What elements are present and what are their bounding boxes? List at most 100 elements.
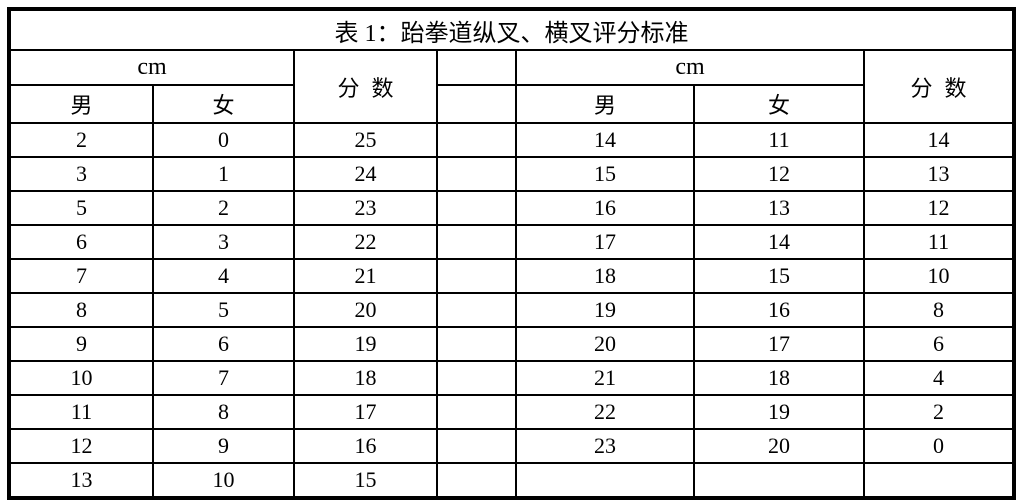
right-score-cell: 11 xyxy=(862,224,1016,260)
left-score-cell: 18 xyxy=(293,360,438,396)
left-male-cell: 12 xyxy=(8,428,154,464)
spacer-cell xyxy=(436,224,517,260)
left-female-header: 女 xyxy=(152,84,295,124)
table-row: 3 1 24 15 12 13 xyxy=(8,156,1016,192)
left-male-cell: 6 xyxy=(8,224,154,260)
left-female-cell: 7 xyxy=(152,360,295,396)
left-female-cell: 2 xyxy=(152,190,295,226)
right-score-cell: 2 xyxy=(862,394,1016,430)
table-row: 13 10 15 xyxy=(8,462,1016,499)
left-male-cell: 11 xyxy=(8,394,154,430)
left-score-cell: 17 xyxy=(293,394,438,430)
right-male-cell: 19 xyxy=(515,292,695,328)
scoring-standard-table: 表 1：跆拳道纵叉、横叉评分标准 cm 分数 cm 分数 男 女 男 女 2 0… xyxy=(7,7,1017,500)
right-female-cell: 17 xyxy=(693,326,865,362)
spacer-cell xyxy=(436,190,517,226)
right-score-cell: 0 xyxy=(862,428,1016,464)
left-female-cell: 4 xyxy=(152,258,295,294)
table-title-row: 表 1：跆拳道纵叉、横叉评分标准 xyxy=(7,8,1016,51)
spacer-cell xyxy=(436,326,517,362)
left-score-cell: 19 xyxy=(293,326,438,362)
left-score-cell: 21 xyxy=(293,258,438,294)
left-female-cell: 3 xyxy=(152,224,295,260)
right-male-cell: 23 xyxy=(515,428,695,464)
left-male-cell: 9 xyxy=(8,326,154,362)
right-female-header: 女 xyxy=(693,84,865,124)
left-score-cell: 23 xyxy=(293,190,438,226)
right-female-cell: 12 xyxy=(693,156,865,192)
left-male-cell: 2 xyxy=(8,122,154,158)
table-row: 5 2 23 16 13 12 xyxy=(8,190,1016,226)
right-score-cell xyxy=(862,462,1016,499)
left-female-cell: 1 xyxy=(152,156,295,192)
right-male-cell: 16 xyxy=(515,190,695,226)
table-row: 8 5 20 19 16 8 xyxy=(8,292,1016,328)
left-cm-header: cm xyxy=(8,49,295,86)
right-male-cell: 20 xyxy=(515,326,695,362)
table-row: 9 6 19 20 17 6 xyxy=(8,326,1016,362)
right-female-cell: 11 xyxy=(693,122,865,158)
right-male-cell: 15 xyxy=(515,156,695,192)
right-male-cell: 18 xyxy=(515,258,695,294)
left-male-cell: 3 xyxy=(8,156,154,192)
table-row: 10 7 18 21 18 4 xyxy=(8,360,1016,396)
left-female-cell: 6 xyxy=(152,326,295,362)
right-score-cell: 8 xyxy=(862,292,1016,328)
right-score-cell: 10 xyxy=(862,258,1016,294)
right-score-cell: 4 xyxy=(862,360,1016,396)
left-male-header: 男 xyxy=(8,84,154,124)
left-male-cell: 7 xyxy=(8,258,154,294)
left-female-cell: 10 xyxy=(152,462,295,499)
right-score-cell: 14 xyxy=(862,122,1016,158)
right-male-cell: 17 xyxy=(515,224,695,260)
right-female-cell: 19 xyxy=(693,394,865,430)
left-score-cell: 24 xyxy=(293,156,438,192)
right-male-cell: 22 xyxy=(515,394,695,430)
spacer-cell xyxy=(436,292,517,328)
right-female-cell xyxy=(693,462,865,499)
table-row: 7 4 21 18 15 10 xyxy=(8,258,1016,294)
spacer-cell xyxy=(436,394,517,430)
left-male-cell: 5 xyxy=(8,190,154,226)
table-row: 11 8 17 22 19 2 xyxy=(8,394,1016,430)
header-row-gender: 男 女 男 女 xyxy=(8,84,1014,124)
table-title: 表 1：跆拳道纵叉、横叉评分标准 xyxy=(7,8,1016,51)
left-score-cell: 22 xyxy=(293,224,438,260)
spacer-cell xyxy=(436,49,517,86)
left-female-cell: 8 xyxy=(152,394,295,430)
left-score-cell: 15 xyxy=(293,462,438,499)
spacer-cell xyxy=(436,462,517,499)
header-row-units: cm 分数 cm 分数 xyxy=(8,49,1016,124)
right-male-cell xyxy=(515,462,695,499)
left-score-cell: 16 xyxy=(293,428,438,464)
left-male-cell: 8 xyxy=(8,292,154,328)
table-row: 6 3 22 17 14 11 xyxy=(8,224,1016,260)
right-female-cell: 20 xyxy=(693,428,865,464)
left-score-header: 分数 xyxy=(293,49,438,124)
spacer-cell xyxy=(436,258,517,294)
left-male-cell: 10 xyxy=(8,360,154,396)
spacer-cell xyxy=(436,360,517,396)
left-score-cell: 20 xyxy=(293,292,438,328)
table-row: 2 0 25 14 11 14 xyxy=(8,122,1016,158)
spacer-cell xyxy=(436,156,517,192)
right-female-cell: 15 xyxy=(693,258,865,294)
right-female-cell: 13 xyxy=(693,190,865,226)
spacer-cell xyxy=(436,84,517,124)
left-female-cell: 0 xyxy=(152,122,295,158)
spacer-cell xyxy=(436,428,517,464)
right-score-cell: 6 xyxy=(862,326,1016,362)
left-female-cell: 9 xyxy=(152,428,295,464)
right-score-cell: 13 xyxy=(862,156,1016,192)
right-male-header: 男 xyxy=(515,84,695,124)
table-row: 12 9 16 23 20 0 xyxy=(8,428,1016,464)
right-score-cell: 12 xyxy=(862,190,1016,226)
left-male-cell: 13 xyxy=(8,462,154,499)
left-female-cell: 5 xyxy=(152,292,295,328)
spacer-cell xyxy=(436,122,517,158)
right-male-cell: 21 xyxy=(515,360,695,396)
right-female-cell: 16 xyxy=(693,292,865,328)
right-female-cell: 14 xyxy=(693,224,865,260)
right-score-header: 分数 xyxy=(862,49,1016,124)
right-female-cell: 18 xyxy=(693,360,865,396)
